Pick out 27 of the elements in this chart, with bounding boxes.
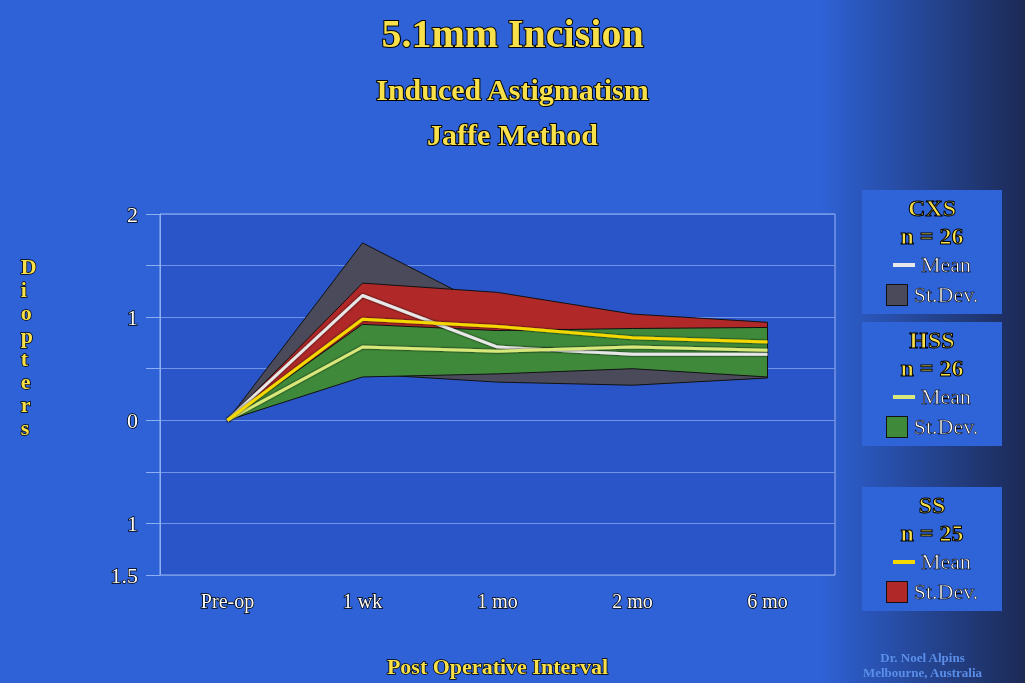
text: SS <box>917 491 947 519</box>
text: n = 26 <box>899 222 965 250</box>
x-tick-label: 6 mo <box>747 590 788 612</box>
x-axis-title: Post Operative Interval <box>386 653 609 679</box>
y-tick-label: 1.5 <box>110 562 138 588</box>
x-tick-label: 2 mo <box>612 590 653 612</box>
text: CXS <box>907 194 957 222</box>
legend-label: Mean <box>920 548 972 576</box>
legend-label: Mean <box>920 251 972 279</box>
x-tick-label: Pre-op <box>200 590 255 613</box>
y-tick-label: 2 <box>127 201 138 227</box>
text: HSS <box>908 326 956 354</box>
x-tick-label: 1 wk <box>342 590 383 612</box>
y-tick-label: 1 <box>127 304 138 330</box>
text: n = 25 <box>899 519 965 547</box>
x-tick-label: 1 mo <box>477 590 518 612</box>
y-axis-title: Diopters <box>20 254 37 441</box>
legend-label: St.Dev. <box>913 578 979 606</box>
legend-label: St.Dev. <box>913 281 979 309</box>
chart-title: 5.1mm Incision <box>381 10 644 56</box>
chart-subtitle: Induced Astigmatism Jaffe Method <box>376 73 649 151</box>
legend-label: Mean <box>920 383 972 411</box>
text: n = 26 <box>899 354 965 382</box>
source-note: Dr. Noel Alpins Melbourne, Australia <box>861 650 984 680</box>
y-tick-label: 1 <box>127 510 138 536</box>
legend-label: St.Dev. <box>913 413 979 441</box>
y-tick-label: 0 <box>127 407 138 433</box>
